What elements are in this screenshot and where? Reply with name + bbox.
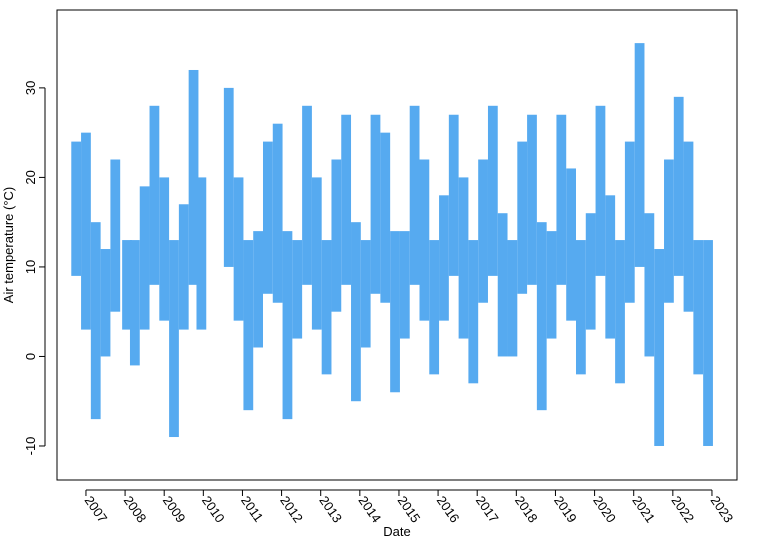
x-tick-label: 2019 xyxy=(551,493,580,525)
range-bar xyxy=(399,231,410,339)
range-bar xyxy=(595,105,606,276)
range-bar xyxy=(331,159,342,312)
range-bar xyxy=(370,114,381,294)
y-axis-label: Air temperature (°C) xyxy=(1,187,16,303)
range-bar xyxy=(233,177,244,321)
plot-frame xyxy=(56,9,738,481)
x-tick-label: 2021 xyxy=(629,493,658,525)
range-bar xyxy=(419,159,430,321)
range-bar xyxy=(262,141,273,294)
range-bar xyxy=(409,105,420,285)
range-bar xyxy=(100,249,111,357)
x-tick-label: 2023 xyxy=(708,493,737,525)
x-tick-label: 2015 xyxy=(394,493,423,525)
range-bar xyxy=(129,240,140,366)
range-bar xyxy=(664,159,674,303)
range-bar xyxy=(81,132,91,330)
range-bar xyxy=(624,141,635,303)
x-tick-label: 2020 xyxy=(590,493,619,525)
range-bar xyxy=(178,204,189,330)
range-bar xyxy=(575,240,586,375)
range-bar xyxy=(497,213,508,357)
range-bar xyxy=(196,177,207,330)
range-bar xyxy=(478,159,488,303)
y-tick-label: 10 xyxy=(23,260,38,274)
range-bar xyxy=(673,96,684,276)
range-bar xyxy=(243,240,254,411)
range-bar xyxy=(122,240,132,330)
range-bar xyxy=(654,249,665,446)
range-bar xyxy=(605,195,616,339)
y-tick-label: 0 xyxy=(23,353,38,360)
range-bar xyxy=(292,240,303,339)
range-bar xyxy=(169,240,179,438)
range-bar xyxy=(634,43,645,267)
x-tick-label: 2013 xyxy=(316,493,345,525)
y-tick-label: -10 xyxy=(23,437,38,456)
x-tick-label: 2022 xyxy=(668,493,697,525)
range-bar xyxy=(282,231,293,420)
range-bar xyxy=(468,240,479,384)
x-axis-label: Date xyxy=(383,524,410,539)
range-bar xyxy=(90,222,101,420)
range-bar xyxy=(536,222,547,411)
range-bar xyxy=(253,231,263,348)
y-tick-label: 30 xyxy=(23,81,38,95)
range-bar xyxy=(693,240,704,375)
x-tick-label: 2010 xyxy=(199,493,228,525)
range-bar xyxy=(566,168,576,321)
range-bar xyxy=(390,231,400,393)
x-tick-label: 2009 xyxy=(160,493,189,525)
range-bar xyxy=(159,177,170,321)
range-bar xyxy=(429,240,440,375)
range-bar xyxy=(71,141,82,276)
range-bar xyxy=(507,240,518,357)
range-bar xyxy=(644,213,655,357)
range-bar xyxy=(585,213,596,330)
range-bar xyxy=(272,123,283,303)
range-bar xyxy=(439,195,449,321)
range-bar xyxy=(311,177,322,330)
range-bar xyxy=(546,231,557,339)
range-bar xyxy=(448,114,459,276)
range-bar xyxy=(703,240,713,446)
x-tick-label: 2012 xyxy=(277,493,306,525)
range-bar xyxy=(110,159,121,312)
x-tick-label: 2014 xyxy=(355,493,384,525)
x-tick-label: 2008 xyxy=(121,493,150,525)
range-bar xyxy=(321,240,332,375)
range-bar xyxy=(380,132,391,303)
range-bar xyxy=(341,114,352,285)
x-tick-label: 2016 xyxy=(434,493,463,525)
range-bar xyxy=(188,69,199,285)
range-bar xyxy=(223,87,234,267)
range-bar xyxy=(458,177,469,339)
range-bar xyxy=(149,105,160,285)
range-bar xyxy=(683,141,694,312)
range-bar xyxy=(139,186,150,330)
x-tick-label: 2018 xyxy=(512,493,541,525)
range-bar xyxy=(615,240,625,384)
range-bar xyxy=(487,105,498,276)
range-bar xyxy=(556,114,567,285)
range-bar xyxy=(302,105,312,285)
range-bar xyxy=(517,141,528,294)
y-tick-label: 20 xyxy=(23,170,38,184)
x-tick-label: 2017 xyxy=(473,493,502,525)
x-tick-label: 2011 xyxy=(238,493,266,525)
x-tick-label: 2007 xyxy=(81,493,110,525)
range-bar xyxy=(360,240,371,348)
range-bar xyxy=(351,222,361,402)
range-bar xyxy=(527,114,537,285)
